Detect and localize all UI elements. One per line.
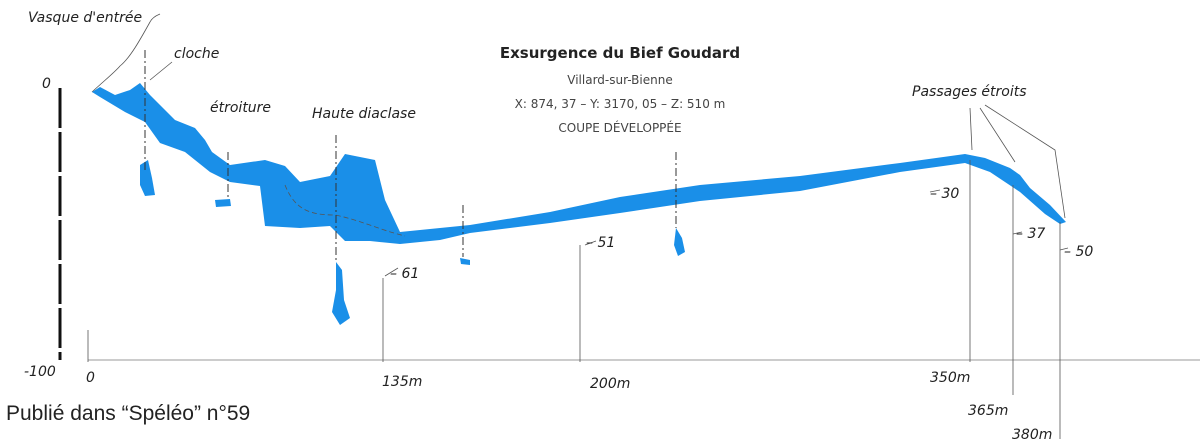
depth-label: – 37 [1016, 226, 1045, 242]
depth-tick [384, 189, 1069, 277]
distance-label: 0 [86, 370, 95, 386]
coordinates: X: 874, 37 – Y: 3170, 05 – Z: 510 m [515, 97, 726, 111]
label: étroiture [210, 100, 271, 116]
distance-label: 135m [382, 374, 422, 390]
cave-pocket [332, 262, 350, 325]
location: Villard-sur-Bienne [567, 73, 672, 87]
section-type: COUPE DÉVELOPPÉE [558, 120, 681, 135]
dashed-line [284, 184, 406, 237]
depth-label: -100 [24, 364, 56, 380]
pointer [969, 104, 1066, 219]
surface-line [91, 13, 161, 93]
label: Vasque d'entrée [28, 10, 142, 26]
depth-label: 0 [42, 76, 51, 92]
pointer [149, 61, 173, 81]
depth-label: – 51 [586, 235, 615, 251]
caption: Publié dans “Spéléo” n°59 [6, 402, 250, 425]
depth-label: – 30 [930, 186, 959, 202]
distance-label: 380m [1012, 427, 1052, 439]
label: Passages étroits [912, 84, 1027, 100]
label: Haute diaclase [312, 106, 416, 122]
distance-line [382, 160, 1061, 439]
cave-pocket [674, 228, 685, 256]
distance-label: 350m [930, 370, 970, 386]
title: Exsurgence du Bief Goudard [500, 44, 740, 62]
cave-pocket [215, 199, 231, 207]
label: cloche [174, 46, 219, 62]
distance-label: 200m [590, 376, 630, 392]
cave-pocket [460, 258, 470, 265]
depth-label: – 50 [1064, 244, 1093, 260]
depth-label: – 61 [390, 266, 419, 282]
cave-pocket [140, 160, 155, 196]
distance-label: 365m [968, 403, 1008, 419]
